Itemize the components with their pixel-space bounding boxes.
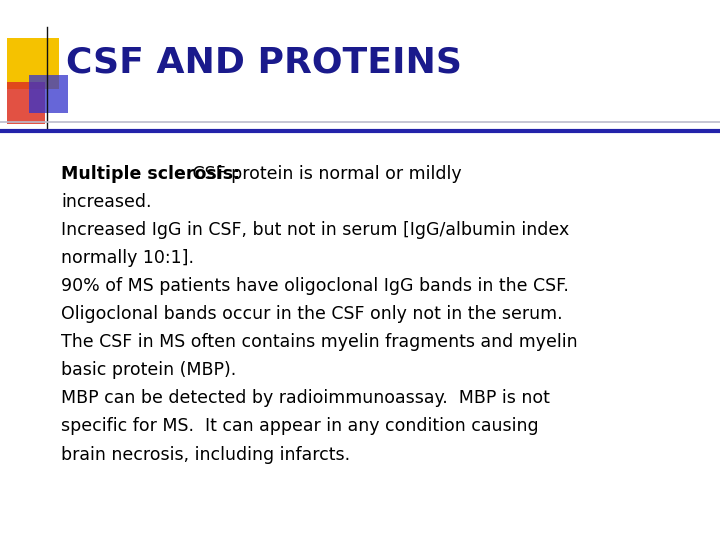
Bar [7,82,45,124]
Text: 90% of MS patients have oligoclonal IgG bands in the CSF.: 90% of MS patients have oligoclonal IgG … [61,277,569,295]
Text: normally 10:1].: normally 10:1]. [61,249,194,267]
Text: CSF protein is normal or mildly: CSF protein is normal or mildly [187,165,462,183]
Text: Increased IgG in CSF, but not in serum [IgG/albumin index: Increased IgG in CSF, but not in serum [… [61,221,570,239]
Text: CSF AND PROTEINS: CSF AND PROTEINS [66,45,462,79]
Bar [29,75,68,113]
Text: brain necrosis, including infarcts.: brain necrosis, including infarcts. [61,446,351,463]
Text: Oligoclonal bands occur in the CSF only not in the serum.: Oligoclonal bands occur in the CSF only … [61,305,563,323]
Text: specific for MS.  It can appear in any condition causing: specific for MS. It can appear in any co… [61,417,539,435]
Bar [7,38,59,89]
Text: increased.: increased. [61,193,152,211]
Text: Multiple sclerosis:: Multiple sclerosis: [61,165,240,183]
Text: MBP can be detected by radioimmunoassay.  MBP is not: MBP can be detected by radioimmunoassay.… [61,389,550,407]
Text: The CSF in MS often contains myelin fragments and myelin: The CSF in MS often contains myelin frag… [61,333,578,351]
Text: basic protein (MBP).: basic protein (MBP). [61,361,236,379]
